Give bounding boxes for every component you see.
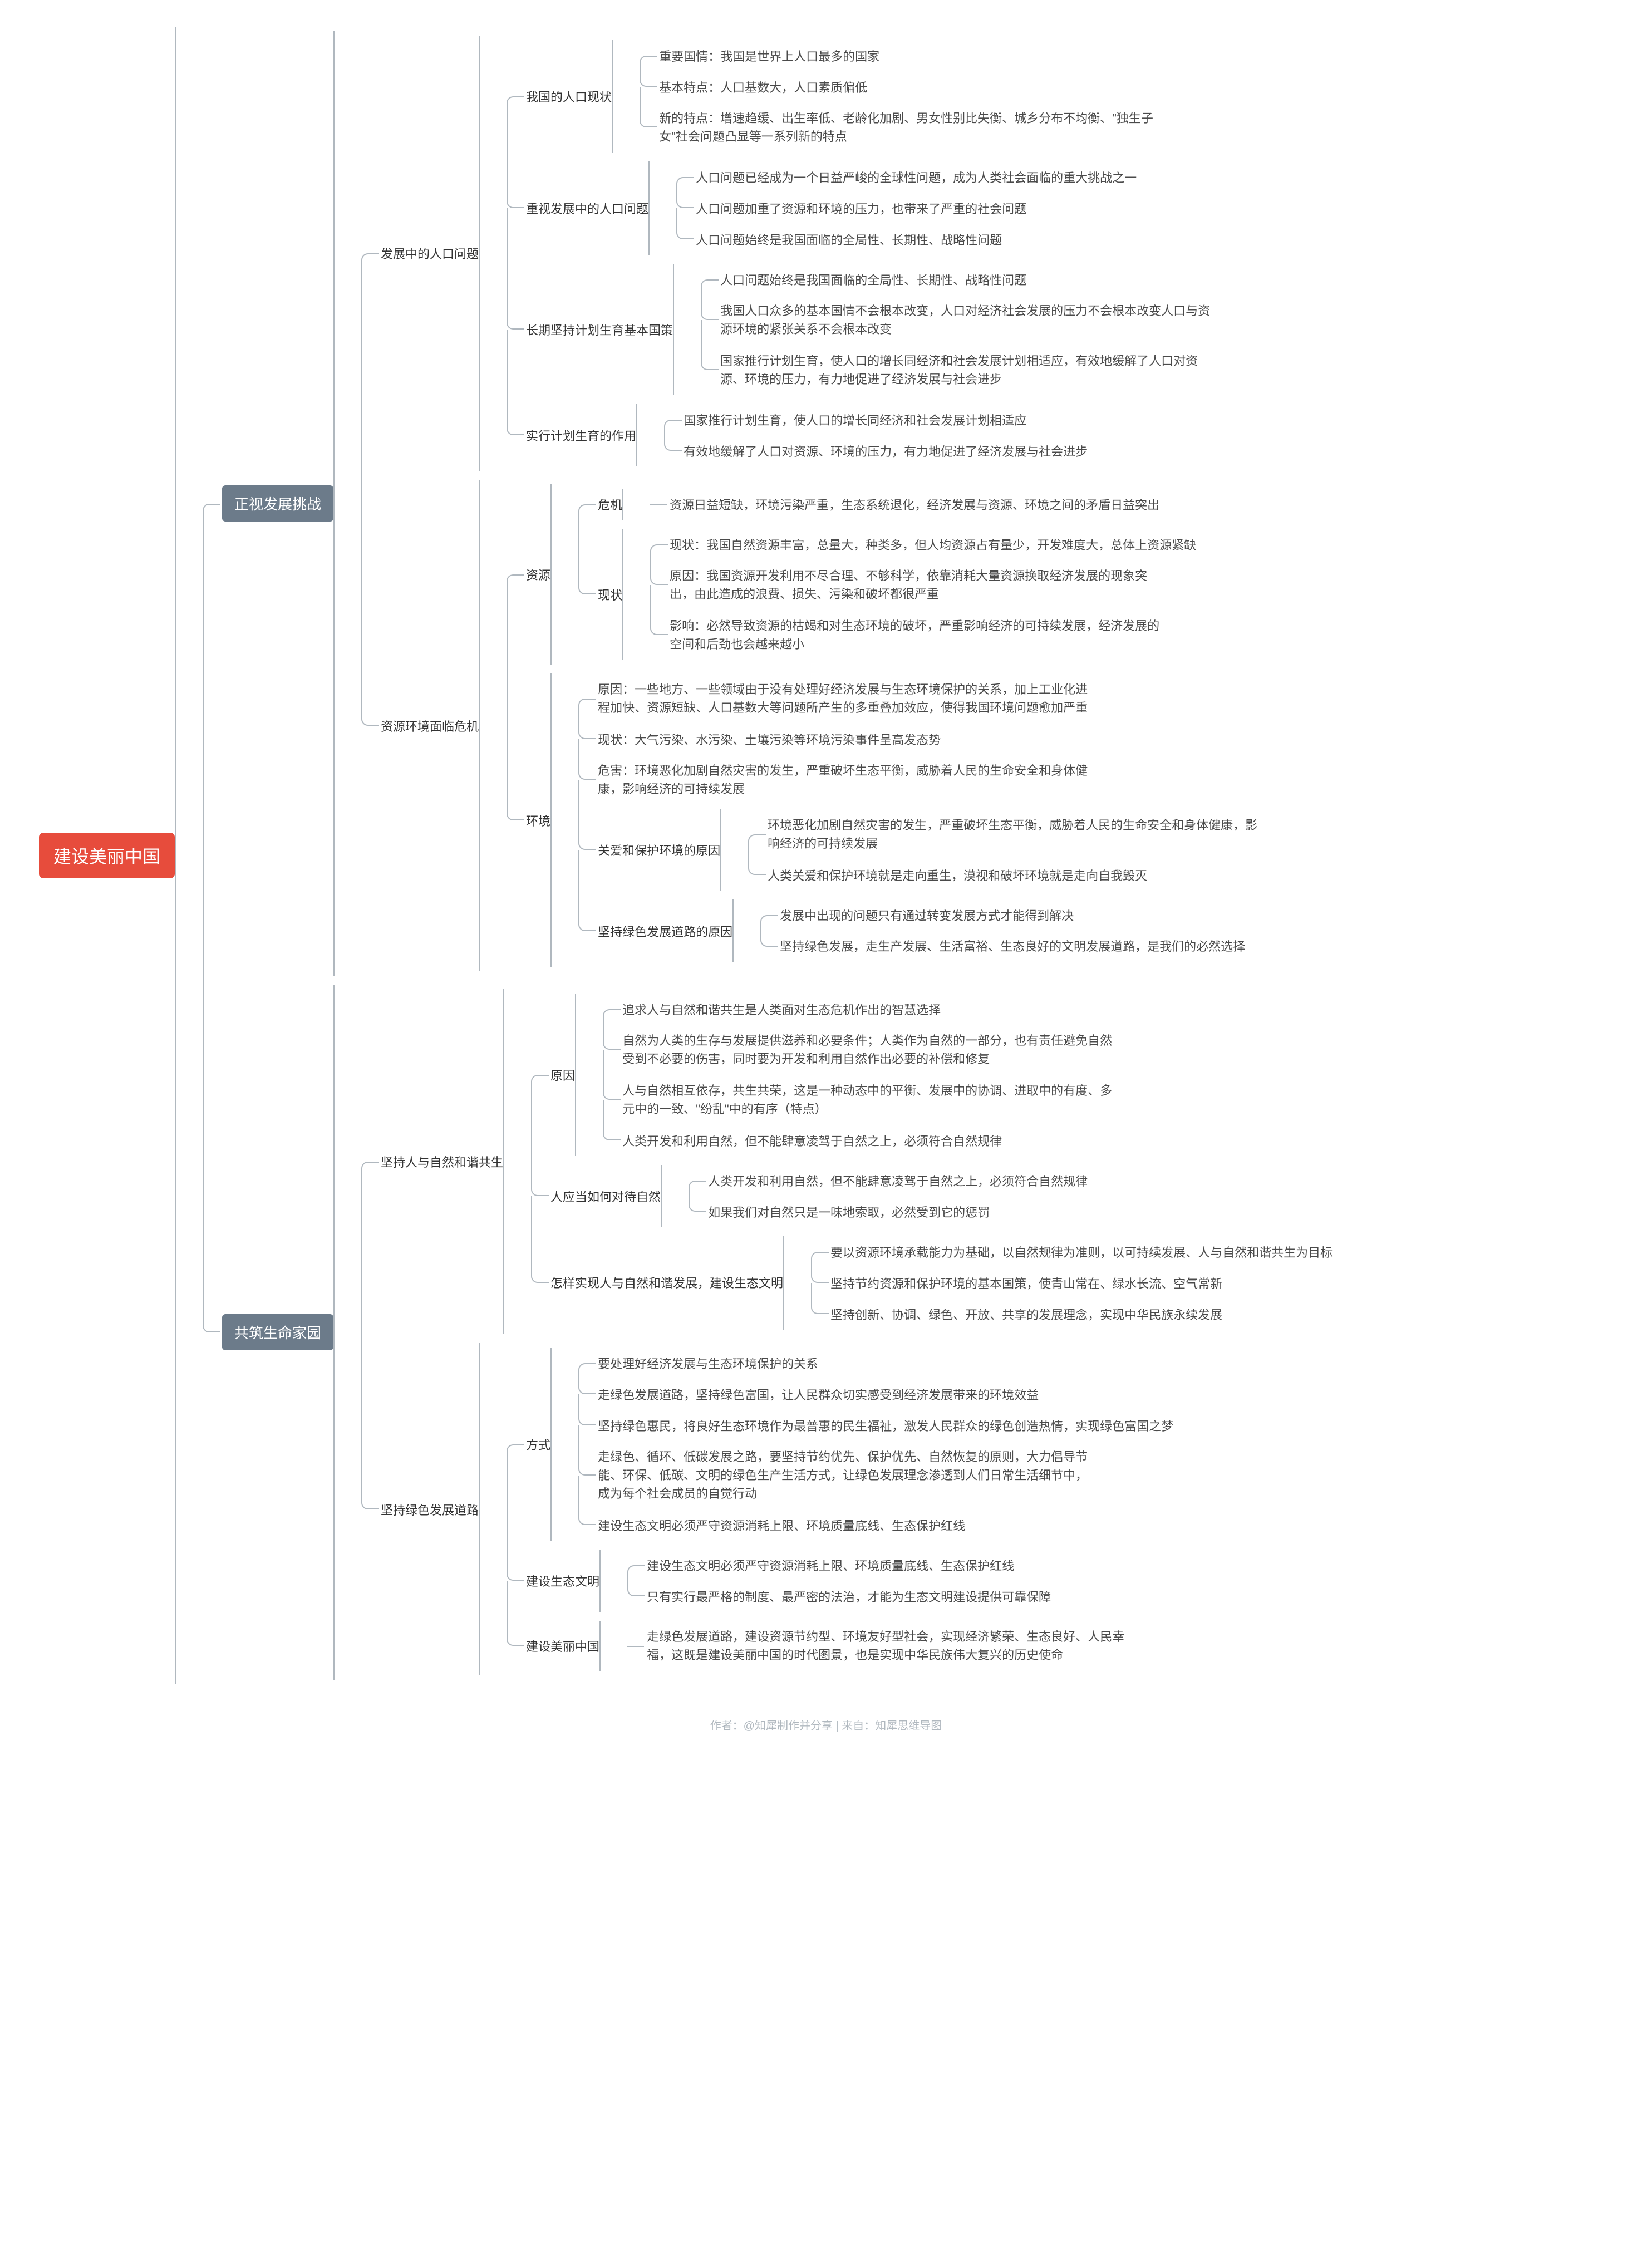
leaf-node: 人口问题加重了资源和环境的压力，也带来了严重的社会问题 xyxy=(696,197,1026,219)
leaf-node: 我国人口众多的基本国情不会根本改变，人口对经济社会发展的压力不会根本改变人口与资… xyxy=(720,299,1221,341)
leaf-node: 环境恶化加剧自然灾害的发生，严重破坏生态平衡，威胁着人民的生命安全和身体健康，影… xyxy=(768,814,1268,855)
mindmap-container: 建设美丽中国 正视发展挑战 发展中的人口问题 我国的人口现状 重要国情：我国是世界上人口… xyxy=(11,22,1641,1689)
branch-node: 资源 xyxy=(526,563,550,586)
leaf-node: 人类开发和利用自然，但不能肆意凌驾于自然之上，必须符合自然规律 xyxy=(622,1129,1002,1152)
branch-node: 建设美丽中国 xyxy=(526,1635,599,1657)
leaf-node: 国家推行计划生育，使人口的增长同经济和社会发展计划相适应 xyxy=(684,409,1026,431)
branch-node: 发展中的人口问题 xyxy=(381,242,479,264)
branch-node: 正视发展挑战 xyxy=(222,485,333,522)
leaf-node: 要处理好经济发展与生态环境保护的关系 xyxy=(598,1352,818,1374)
branch-node: 建设生态文明 xyxy=(526,1570,599,1592)
branch-node: 重视发展中的人口问题 xyxy=(526,197,648,219)
tree-root: 建设美丽中国 正视发展挑战 发展中的人口问题 我国的人口现状 重要国情：我国是世界上人口… xyxy=(11,22,1641,1689)
branch-node: 坚持绿色发展道路的原因 xyxy=(598,920,732,942)
leaf-node: 有效地缓解了人口对资源、环境的压力，有力地促进了经济发展与社会进步 xyxy=(684,440,1088,462)
branch-node: 人应当如何对待自然 xyxy=(550,1185,661,1207)
leaf-node: 原因：我国资源开发利用不尽合理、不够科学，依靠消耗大量资源换取经济发展的现象突出… xyxy=(670,564,1171,606)
leaf-node: 重要国情：我国是世界上人口最多的国家 xyxy=(659,45,879,67)
leaf-node: 发展中出现的问题只有通过转变发展方式才能得到解决 xyxy=(780,904,1074,926)
branch-node: 怎样实现人与自然和谐发展，建设生态文明 xyxy=(550,1272,783,1295)
leaf-node: 人类开发和利用自然，但不能肆意凌驾于自然之上，必须符合自然规律 xyxy=(708,1169,1088,1192)
leaf-node: 坚持创新、协调、绿色、开放、共享的发展理念，实现中华民族永续发展 xyxy=(830,1303,1222,1325)
leaf-node: 自然为人类的生存与发展提供滋养和必要条件；人类作为自然的一部分，也有责任避免自然… xyxy=(622,1029,1123,1070)
root-node: 建设美丽中国 xyxy=(39,833,175,878)
leaf-node: 新的特点：增速趋缓、出生率低、老龄化加剧、男女性别比失衡、城乡分布不均衡、"独生… xyxy=(659,107,1160,148)
leaf-node: 原因：一些地方、一些领域由于没有处理好经济发展与生态环境保护的关系，加上工业化进… xyxy=(598,678,1099,719)
leaf-node: 人口问题始终是我国面临的全局性、长期性、战略性问题 xyxy=(720,268,1026,291)
branch-node: 方式 xyxy=(526,1433,550,1455)
branch-node: 坚持人与自然和谐共生 xyxy=(381,1150,503,1173)
branch-node: 环境 xyxy=(526,809,550,832)
leaf-node: 人类关爱和保护环境就是走向重生，漠视和破坏环境就是走向自我毁灭 xyxy=(768,864,1147,886)
branch-node: 资源环境面临危机 xyxy=(381,715,479,737)
branch-node: 共筑生命家园 xyxy=(222,1314,333,1350)
leaf-node: 危害：环境恶化加剧自然灾害的发生，严重破坏生态平衡，威胁着人民的生命安全和身体健… xyxy=(598,759,1099,800)
leaf-node: 国家推行计划生育，使人口的增长同经济和社会发展计划相适应，有效地缓解了人口对资源… xyxy=(720,350,1221,391)
branch-node: 原因 xyxy=(550,1064,575,1086)
branch-node: 现状 xyxy=(598,583,622,606)
leaf-node: 走绿色发展道路，坚持绿色富国，让人民群众切实感受到经济发展带来的环境效益 xyxy=(598,1383,1039,1405)
branch-node: 我国的人口现状 xyxy=(526,85,612,107)
leaf-node: 坚持节约资源和保护环境的基本国策，使青山常在、绿水长流、空气常新 xyxy=(830,1272,1222,1294)
branch-node: 实行计划生育的作用 xyxy=(526,424,636,446)
leaf-node: 追求人与自然和谐共生是人类面对生态危机作出的智慧选择 xyxy=(622,998,941,1020)
branch-node: 危机 xyxy=(598,493,622,515)
leaf-node: 现状：我国自然资源丰富，总量大，种类多，但人均资源占有量少，开发难度大，总体上资… xyxy=(670,533,1196,555)
leaf-node: 人口问题始终是我国面临的全局性、长期性、战略性问题 xyxy=(696,228,1002,250)
branch-node: 坚持绿色发展道路 xyxy=(381,1498,479,1521)
leaf-node: 只有实行最严格的制度、最严密的法治，才能为生态文明建设提供可靠保障 xyxy=(647,1585,1051,1607)
leaf-node: 基本特点：人口基数大，人口素质偏低 xyxy=(659,76,867,98)
leaf-node: 走绿色发展道路，建设资源节约型、环境友好型社会，实现经济繁荣、生态良好、人民幸福… xyxy=(647,1625,1148,1666)
leaf-node: 人与自然相互依存，共生共荣，这是一种动态中的平衡、发展中的协调、进取中的有度、多… xyxy=(622,1079,1123,1120)
leaf-node: 人口问题已经成为一个日益严峻的全球性问题，成为人类社会面临的重大挑战之一 xyxy=(696,166,1137,188)
branch-node: 长期坚持计划生育基本国策 xyxy=(526,318,673,341)
leaf-node: 现状：大气污染、水污染、土壤污染等环境污染事件呈高发态势 xyxy=(598,728,941,750)
leaf-node: 坚持绿色惠民，将良好生态环境作为最普惠的民生福祉，激发人民群众的绿色创造热情，实… xyxy=(598,1414,1173,1437)
leaf-node: 资源日益短缺，环境污染严重，生态系统退化，经济发展与资源、环境之间的矛盾日益突出 xyxy=(670,493,1159,515)
leaf-node: 影响：必然导致资源的枯竭和对生态环境的破坏，严重影响经济的可持续发展，经济发展的… xyxy=(670,614,1171,656)
branch-node: 关爱和保护环境的原因 xyxy=(598,839,720,861)
leaf-node: 建设生态文明必须严守资源消耗上限、环境质量底线、生态保护红线 xyxy=(647,1554,1014,1576)
leaf-node: 如果我们对自然只是一味地索取，必然受到它的惩罚 xyxy=(708,1201,990,1223)
leaf-node: 建设生态文明必须严守资源消耗上限、环境质量底线、生态保护红线 xyxy=(598,1514,965,1536)
leaf-node: 走绿色、循环、低碳发展之路，要坚持节约优先、保护优先、自然恢复的原则，大力倡导节… xyxy=(598,1445,1099,1505)
leaf-node: 坚持绿色发展，走生产发展、生活富裕、生态良好的文明发展道路，是我们的必然选择 xyxy=(780,935,1245,958)
leaf-node: 要以资源环境承载能力为基础，以自然规律为准则，以可持续发展、人与自然和谐共生为目… xyxy=(830,1241,1333,1263)
footer-attribution: 作者：@知犀制作并分享 | 来自：知犀思维导图 xyxy=(11,1717,1641,1733)
